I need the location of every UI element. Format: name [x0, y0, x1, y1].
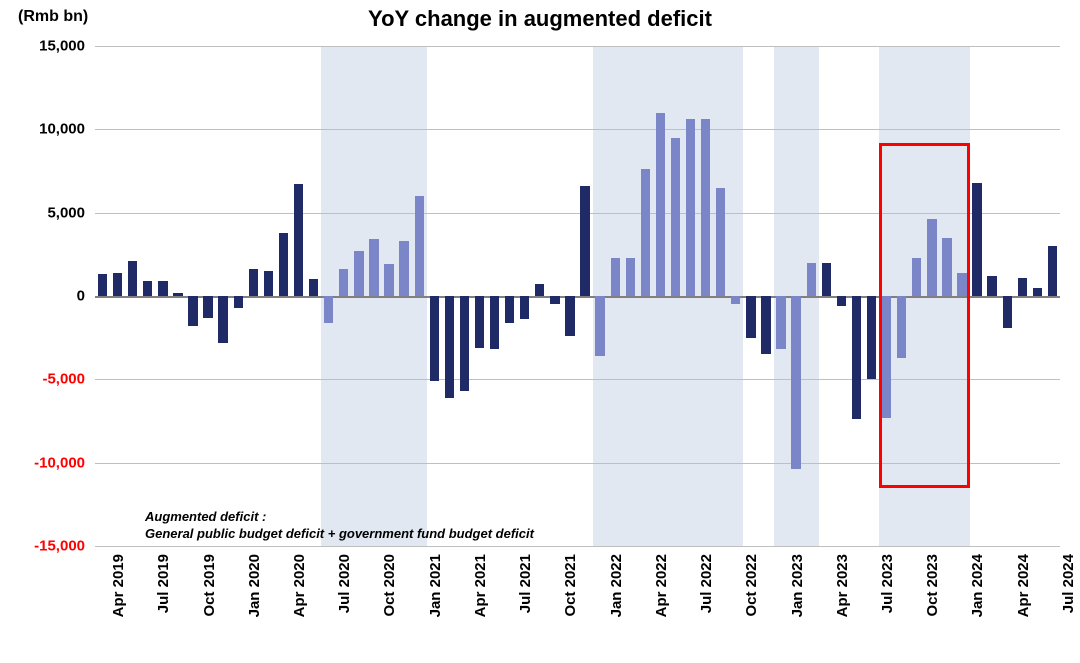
bar: [249, 269, 258, 296]
x-tick-label: Jan 2023: [789, 554, 806, 654]
x-tick-label: Apr 2019: [110, 554, 127, 654]
x-tick-label: Apr 2020: [291, 554, 308, 654]
bar: [1018, 278, 1027, 296]
gridline: [95, 46, 1060, 47]
footnote-line-2: General public budget deficit + governme…: [145, 526, 534, 542]
bar: [399, 241, 408, 296]
bar: [520, 296, 529, 319]
x-tick-label: Oct 2021: [562, 554, 579, 654]
bar: [656, 113, 665, 296]
bar: [852, 296, 861, 419]
x-tick-label: Jan 2022: [608, 554, 625, 654]
bar: [867, 296, 876, 379]
footnote-line-1: Augmented deficit :: [145, 509, 534, 525]
bar: [445, 296, 454, 398]
bar: [369, 239, 378, 296]
bar: [611, 258, 620, 296]
bar: [550, 296, 559, 304]
bar: [173, 293, 182, 296]
x-tick-label: Jul 2019: [155, 554, 172, 654]
bar: [505, 296, 514, 323]
bar: [807, 263, 816, 296]
bar: [98, 274, 107, 296]
bar: [686, 119, 695, 296]
bar: [384, 264, 393, 296]
x-tick-label: Jan 2020: [246, 554, 263, 654]
bar: [188, 296, 197, 326]
bar: [475, 296, 484, 348]
bar: [822, 263, 831, 296]
bar: [490, 296, 499, 349]
x-tick-label: Oct 2022: [743, 554, 760, 654]
y-tick-label: 15,000: [0, 38, 85, 55]
y-tick-label: -15,000: [0, 538, 85, 555]
bar: [791, 296, 800, 469]
footnote: Augmented deficit : General public budge…: [145, 509, 534, 542]
x-tick-label: Jul 2024: [1060, 554, 1077, 654]
bar: [1048, 246, 1057, 296]
bar: [535, 284, 544, 296]
x-tick-label: Jan 2024: [969, 554, 986, 654]
y-tick-label: -10,000: [0, 454, 85, 471]
bar: [460, 296, 469, 391]
bar: [279, 233, 288, 296]
bar: [641, 169, 650, 296]
bar: [113, 273, 122, 296]
bar: [837, 296, 846, 306]
y-tick-label: -5,000: [0, 371, 85, 388]
bar: [1033, 288, 1042, 296]
bar: [234, 296, 243, 308]
x-tick-label: Apr 2022: [653, 554, 670, 654]
bar: [218, 296, 227, 343]
bar: [972, 183, 981, 296]
plot-area: [95, 46, 1060, 546]
bar: [731, 296, 740, 304]
gridline: [95, 546, 1060, 547]
bar: [626, 258, 635, 296]
y-tick-label: 0: [0, 288, 85, 305]
bar: [143, 281, 152, 296]
y-tick-label: 5,000: [0, 204, 85, 221]
x-tick-label: Jul 2023: [879, 554, 896, 654]
bar: [309, 279, 318, 296]
x-tick-label: Apr 2021: [472, 554, 489, 654]
bar: [294, 184, 303, 296]
x-tick-label: Jul 2020: [336, 554, 353, 654]
bar: [580, 186, 589, 296]
x-tick-label: Jul 2021: [517, 554, 534, 654]
bar: [761, 296, 770, 354]
bar: [716, 188, 725, 296]
bar: [701, 119, 710, 296]
bar: [776, 296, 785, 349]
x-tick-label: Oct 2023: [924, 554, 941, 654]
x-tick-label: Oct 2020: [381, 554, 398, 654]
bar: [264, 271, 273, 296]
bar: [128, 261, 137, 296]
bar: [671, 138, 680, 296]
x-tick-label: Jan 2021: [427, 554, 444, 654]
chart-root: YoY change in augmented deficit (Rmb bn)…: [0, 0, 1080, 663]
y-axis-unit-label: (Rmb bn): [18, 8, 88, 26]
chart-title: YoY change in augmented deficit: [0, 6, 1080, 32]
bar: [746, 296, 755, 338]
bar: [1003, 296, 1012, 328]
bar: [430, 296, 439, 381]
bar: [595, 296, 604, 356]
gridline: [95, 129, 1060, 130]
x-tick-label: Apr 2024: [1015, 554, 1032, 654]
x-tick-label: Oct 2019: [201, 554, 218, 654]
bar: [987, 276, 996, 296]
bar: [158, 281, 167, 296]
bar: [354, 251, 363, 296]
bar: [339, 269, 348, 296]
highlight-box: [879, 143, 969, 488]
x-tick-label: Apr 2023: [834, 554, 851, 654]
bar: [324, 296, 333, 323]
x-tick-label: Jul 2022: [698, 554, 715, 654]
bar: [565, 296, 574, 336]
bar: [415, 196, 424, 296]
y-tick-label: 10,000: [0, 121, 85, 138]
bar: [203, 296, 212, 318]
